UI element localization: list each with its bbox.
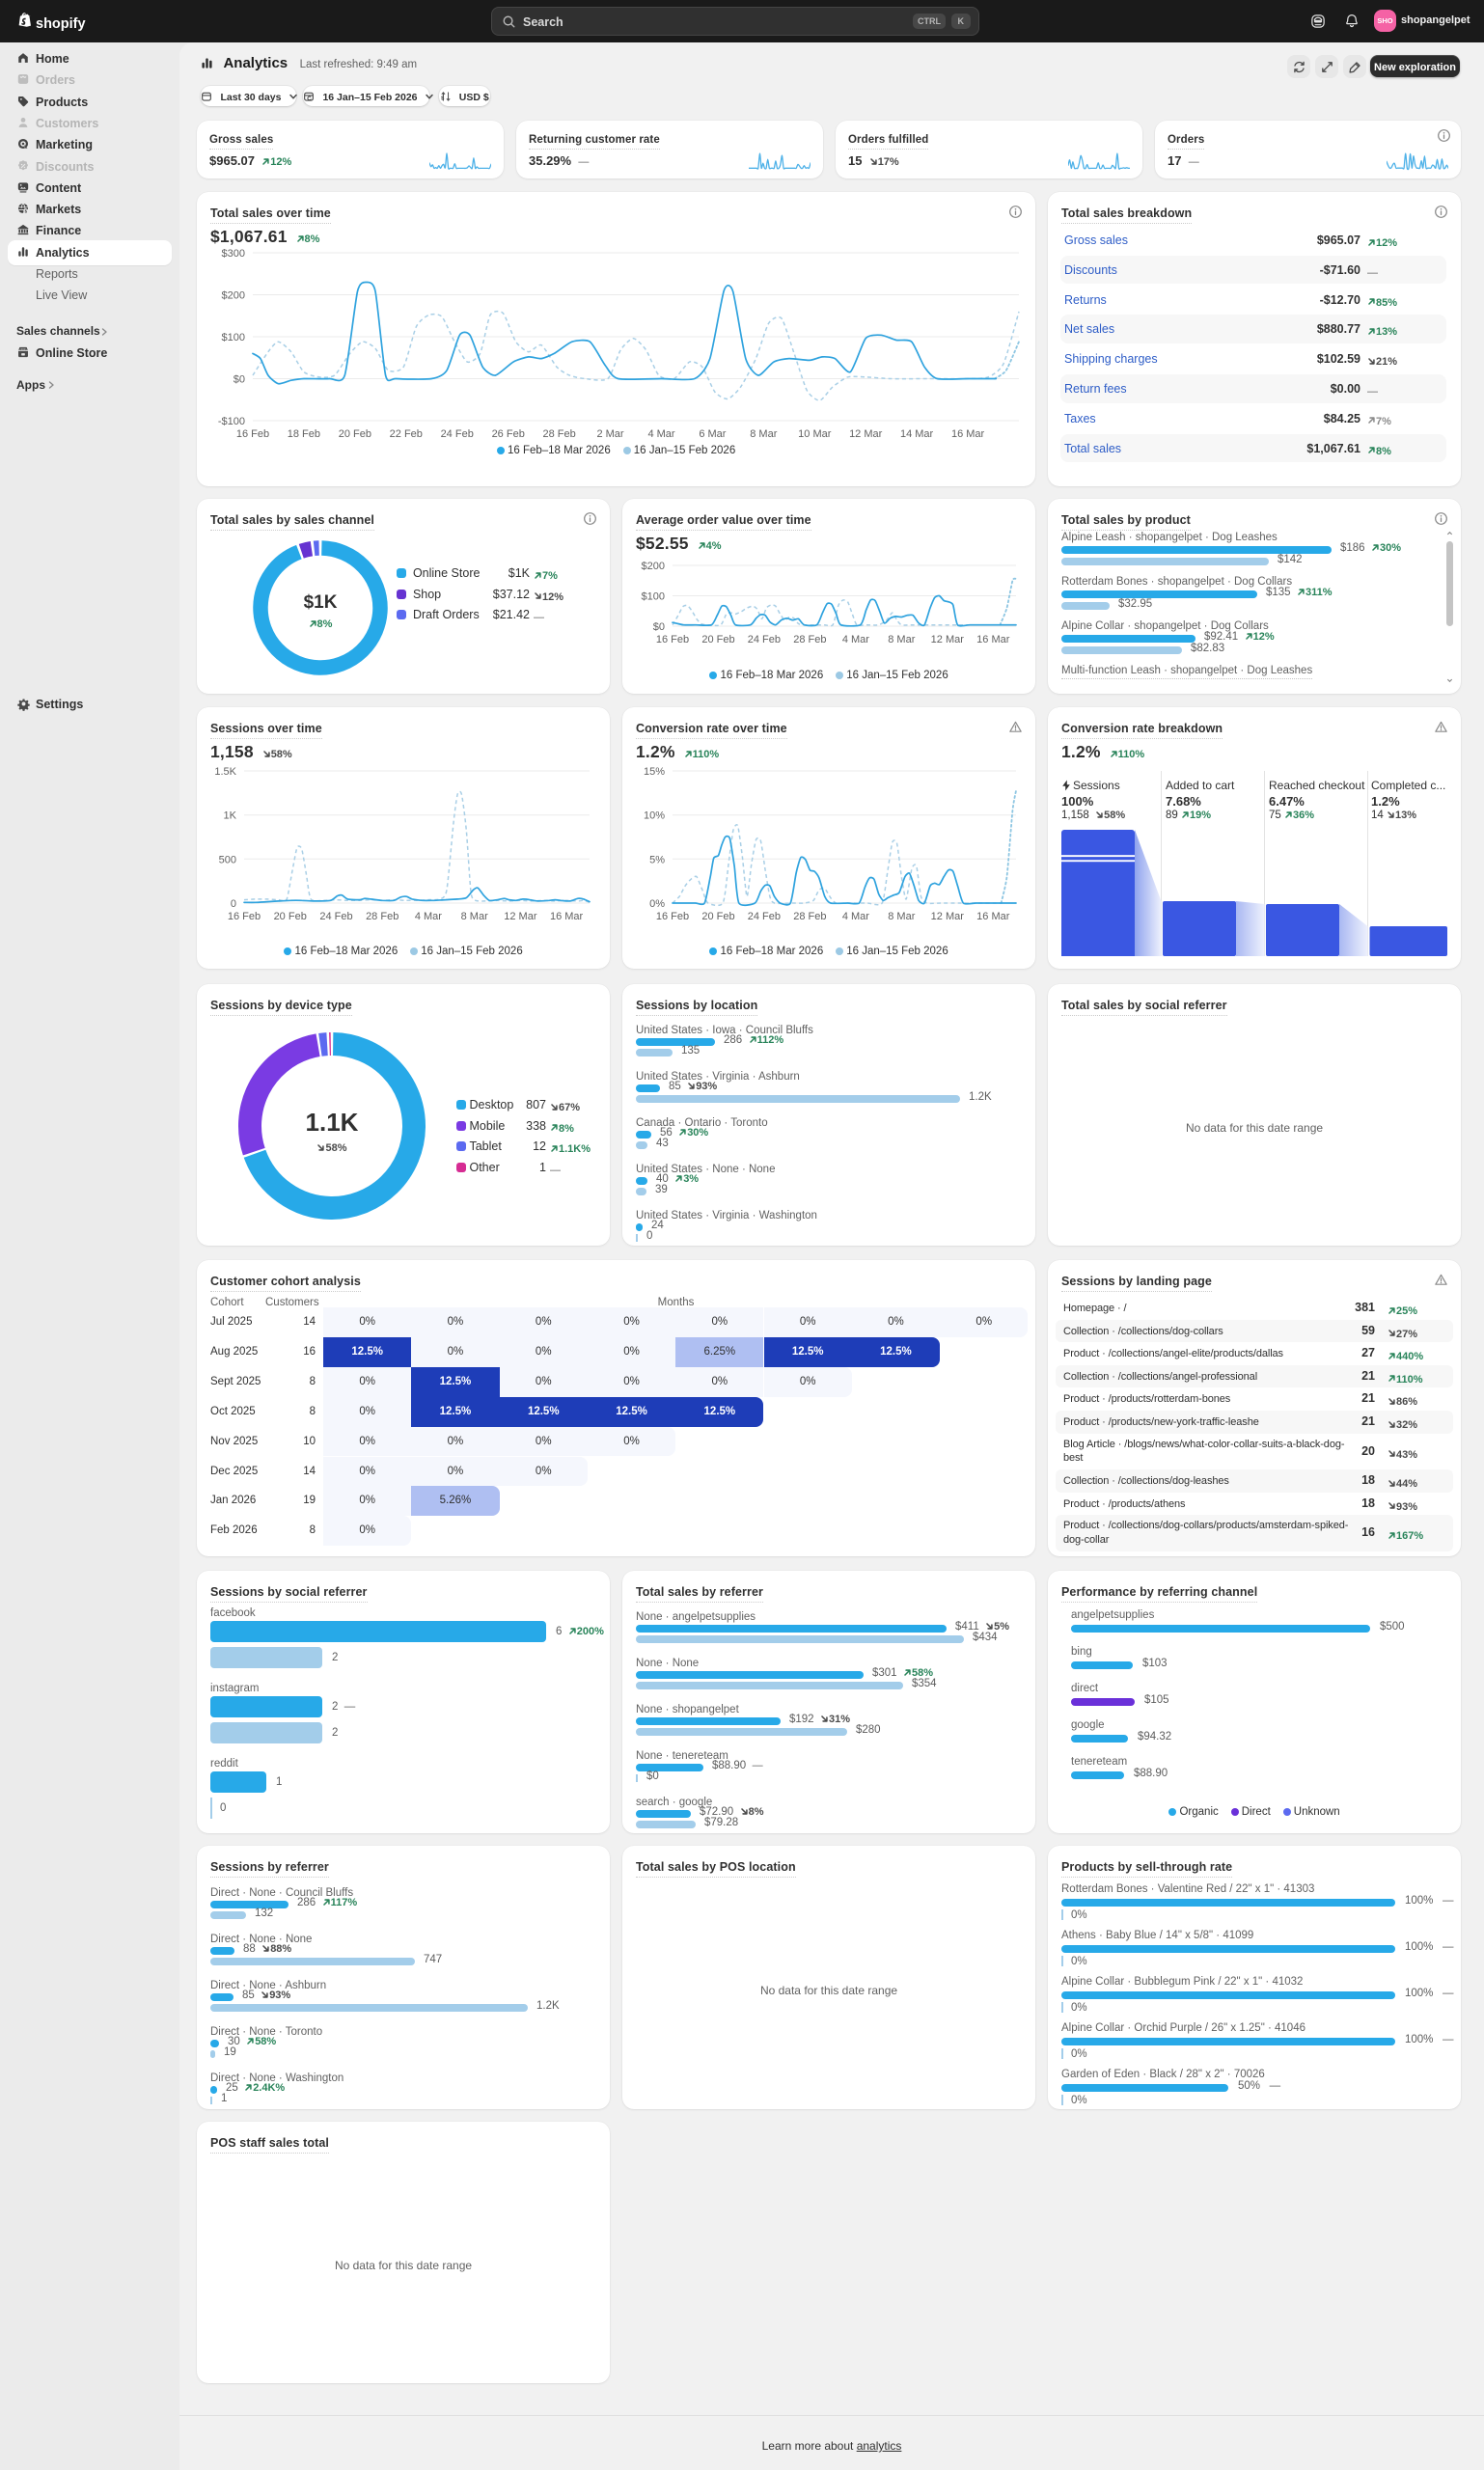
- svg-text:$200: $200: [222, 290, 245, 302]
- svg-text:1.5K: 1.5K: [214, 766, 236, 778]
- svg-text:16 Feb: 16 Feb: [656, 911, 689, 922]
- svg-text:22 Feb: 22 Feb: [390, 428, 423, 440]
- svg-text:4 Mar: 4 Mar: [415, 911, 442, 922]
- svg-text:15%: 15%: [644, 766, 665, 778]
- svg-text:20 Feb: 20 Feb: [339, 428, 371, 440]
- svg-text:shopify: shopify: [36, 16, 86, 32]
- svg-text:$0: $0: [234, 374, 245, 386]
- svg-text:500: 500: [219, 854, 236, 865]
- svg-text:20 Feb: 20 Feb: [701, 634, 734, 645]
- svg-text:8 Mar: 8 Mar: [461, 911, 488, 922]
- svg-text:12 Mar: 12 Mar: [849, 428, 883, 440]
- svg-text:16 Mar: 16 Mar: [550, 911, 584, 922]
- svg-text:8 Mar: 8 Mar: [750, 428, 777, 440]
- svg-text:28 Feb: 28 Feb: [793, 634, 826, 645]
- svg-text:5%: 5%: [649, 854, 665, 865]
- svg-text:28 Feb: 28 Feb: [366, 911, 398, 922]
- svg-text:24 Feb: 24 Feb: [748, 634, 781, 645]
- svg-text:6 Mar: 6 Mar: [699, 428, 726, 440]
- svg-text:20 Feb: 20 Feb: [701, 911, 734, 922]
- svg-text:$: $: [441, 96, 445, 102]
- svg-text:0%: 0%: [649, 898, 665, 910]
- svg-text:16 Mar: 16 Mar: [976, 911, 1010, 922]
- svg-text:4 Mar: 4 Mar: [647, 428, 674, 440]
- svg-text:$100: $100: [642, 591, 665, 603]
- svg-text:10%: 10%: [644, 810, 665, 822]
- svg-text:16 Mar: 16 Mar: [951, 428, 985, 440]
- svg-text:14 Mar: 14 Mar: [900, 428, 934, 440]
- svg-text:28 Feb: 28 Feb: [793, 911, 826, 922]
- svg-text:8 Mar: 8 Mar: [888, 634, 915, 645]
- svg-text:2 Mar: 2 Mar: [596, 428, 623, 440]
- svg-text:12 Mar: 12 Mar: [931, 634, 965, 645]
- svg-text:$300: $300: [222, 248, 245, 260]
- svg-text:4 Mar: 4 Mar: [842, 634, 869, 645]
- svg-text:26 Feb: 26 Feb: [492, 428, 525, 440]
- svg-text:24 Feb: 24 Feb: [748, 911, 781, 922]
- svg-text:$200: $200: [642, 561, 665, 572]
- svg-text:20 Feb: 20 Feb: [274, 911, 307, 922]
- svg-text:24 Feb: 24 Feb: [441, 428, 474, 440]
- svg-text:16 Feb: 16 Feb: [656, 634, 689, 645]
- svg-text:1K: 1K: [224, 810, 237, 822]
- svg-text:8 Mar: 8 Mar: [888, 911, 915, 922]
- svg-text:-$100: -$100: [218, 416, 245, 427]
- svg-text:10 Mar: 10 Mar: [798, 428, 832, 440]
- svg-text:$0: $0: [653, 621, 665, 633]
- svg-text:18 Feb: 18 Feb: [288, 428, 320, 440]
- svg-text:0: 0: [231, 898, 236, 910]
- svg-text:16 Mar: 16 Mar: [976, 634, 1010, 645]
- svg-text:24 Feb: 24 Feb: [319, 911, 352, 922]
- svg-text:12 Mar: 12 Mar: [504, 911, 537, 922]
- svg-text:4 Mar: 4 Mar: [842, 911, 869, 922]
- svg-text:$: $: [25, 209, 28, 214]
- svg-text:28 Feb: 28 Feb: [542, 428, 575, 440]
- svg-text:16 Feb: 16 Feb: [228, 911, 261, 922]
- svg-text:$100: $100: [222, 332, 245, 343]
- svg-text:12 Mar: 12 Mar: [931, 911, 965, 922]
- svg-text:16 Feb: 16 Feb: [236, 428, 269, 440]
